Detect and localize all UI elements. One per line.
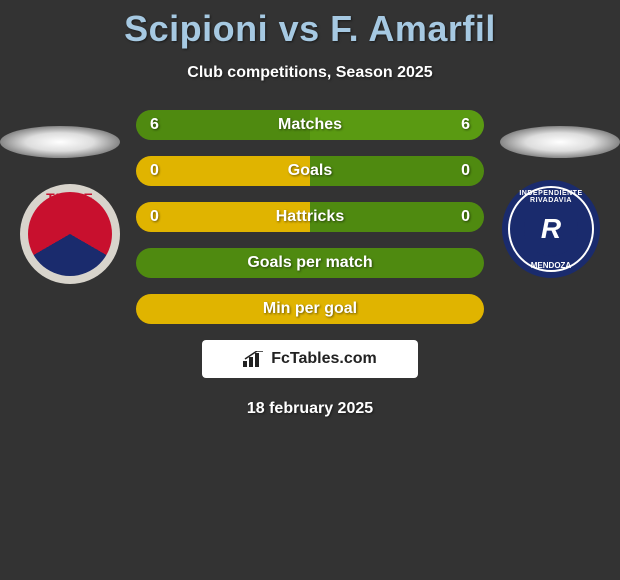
subtitle: Club competitions, Season 2025 [0,64,620,82]
stat-value-right: 0 [461,162,470,180]
spotlight-left [0,126,120,158]
stat-bar: 6Matches6 [136,110,484,140]
stat-label: Goals per match [136,254,484,272]
stat-label: Hattricks [136,208,484,226]
watermark-text: FcTables.com [271,350,377,368]
stat-value-left: 0 [150,208,159,226]
date-text: 18 february 2025 [0,400,620,418]
stat-label: Matches [136,116,484,134]
crest-right: INDEPENDIENTE RIVADAVIA R MENDOZA [502,180,600,278]
stat-value-left: 0 [150,162,159,180]
stat-value-right: 6 [461,116,470,134]
watermark-box: FcTables.com [202,340,418,378]
stat-bars: 6Matches60Goals00Hattricks0Goals per mat… [136,110,484,324]
stat-bar: Goals per match [136,248,484,278]
crest-right-label-bottom: MENDOZA [502,261,600,270]
stat-label: Min per goal [136,300,484,318]
logo-icon [243,351,265,367]
page-title: Scipioni vs F. Amarfil [0,0,620,50]
crest-right-mono: R [541,213,561,245]
comparison-panel: TIGRE INDEPENDIENTE RIVADAVIA R MENDOZA … [0,110,620,418]
stat-value-right: 0 [461,208,470,226]
crest-left-inner [28,192,112,276]
stat-value-left: 6 [150,116,159,134]
stat-bar: Min per goal [136,294,484,324]
crest-right-inner: R [524,202,578,256]
stat-label: Goals [136,162,484,180]
stat-bar: 0Goals0 [136,156,484,186]
stat-bar: 0Hattricks0 [136,202,484,232]
spotlight-right [500,126,620,158]
crest-left: TIGRE [20,184,120,284]
